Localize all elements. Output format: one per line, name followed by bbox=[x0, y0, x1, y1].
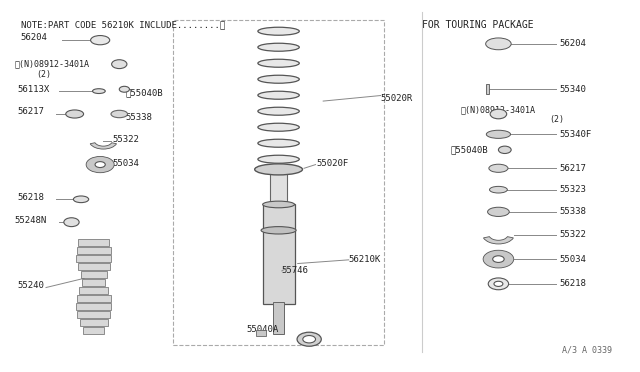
Bar bbox=[273, 302, 284, 334]
Text: 55338: 55338 bbox=[125, 113, 152, 122]
Wedge shape bbox=[483, 237, 513, 244]
Text: 55746: 55746 bbox=[282, 266, 308, 275]
Bar bbox=[270, 171, 287, 215]
Bar bbox=[76, 303, 111, 310]
Text: 56218: 56218 bbox=[17, 193, 44, 202]
Ellipse shape bbox=[262, 201, 294, 208]
Ellipse shape bbox=[486, 130, 511, 138]
Bar bbox=[83, 327, 104, 334]
Circle shape bbox=[303, 336, 316, 343]
Ellipse shape bbox=[258, 107, 300, 115]
Bar bbox=[81, 271, 107, 278]
Circle shape bbox=[119, 86, 129, 92]
Text: 55338: 55338 bbox=[559, 207, 586, 217]
Text: ※55040B: ※55040B bbox=[125, 89, 163, 97]
Circle shape bbox=[488, 278, 509, 290]
Text: 56218: 56218 bbox=[559, 279, 586, 288]
Circle shape bbox=[111, 60, 127, 68]
Text: (2): (2) bbox=[549, 115, 564, 125]
Ellipse shape bbox=[490, 186, 508, 193]
Text: 55040A: 55040A bbox=[246, 325, 279, 334]
Ellipse shape bbox=[258, 75, 300, 83]
Bar bbox=[76, 255, 111, 262]
Bar bbox=[77, 247, 111, 254]
Ellipse shape bbox=[255, 164, 303, 175]
Text: 56210K: 56210K bbox=[349, 255, 381, 264]
Circle shape bbox=[490, 109, 507, 119]
Bar bbox=[80, 319, 108, 326]
Bar bbox=[173, 20, 384, 345]
Ellipse shape bbox=[258, 43, 300, 51]
Ellipse shape bbox=[261, 227, 296, 234]
Ellipse shape bbox=[74, 196, 89, 203]
Text: A/3 A 0339: A/3 A 0339 bbox=[562, 345, 612, 354]
Text: (2): (2) bbox=[36, 70, 51, 79]
Ellipse shape bbox=[258, 27, 300, 35]
Circle shape bbox=[64, 218, 79, 227]
Ellipse shape bbox=[486, 38, 511, 50]
Ellipse shape bbox=[297, 332, 321, 346]
Circle shape bbox=[95, 161, 105, 167]
Text: FOR TOURING PACKAGE: FOR TOURING PACKAGE bbox=[422, 20, 534, 30]
Bar bbox=[77, 295, 111, 302]
Ellipse shape bbox=[258, 155, 300, 163]
Bar bbox=[83, 279, 106, 286]
Ellipse shape bbox=[488, 207, 509, 217]
Text: 55034: 55034 bbox=[559, 254, 586, 264]
Circle shape bbox=[86, 157, 114, 173]
Bar bbox=[486, 84, 489, 94]
Text: 56204: 56204 bbox=[559, 39, 586, 48]
Text: 56217: 56217 bbox=[559, 164, 586, 173]
Text: 55240: 55240 bbox=[17, 280, 44, 289]
Text: ※(N)08912-3401A: ※(N)08912-3401A bbox=[460, 105, 535, 114]
Text: 55248N: 55248N bbox=[14, 216, 46, 225]
Text: 55322: 55322 bbox=[113, 135, 140, 144]
Bar bbox=[262, 205, 294, 304]
Ellipse shape bbox=[258, 123, 300, 131]
Ellipse shape bbox=[93, 89, 105, 93]
Bar bbox=[78, 239, 109, 246]
Wedge shape bbox=[90, 143, 116, 149]
Text: 55323: 55323 bbox=[559, 185, 586, 194]
Ellipse shape bbox=[91, 36, 109, 45]
Ellipse shape bbox=[258, 59, 300, 67]
Text: 56217: 56217 bbox=[17, 107, 44, 116]
Text: 56113X: 56113X bbox=[17, 85, 49, 94]
Bar bbox=[77, 311, 110, 318]
Ellipse shape bbox=[111, 110, 127, 118]
Ellipse shape bbox=[258, 91, 300, 99]
Text: 56204: 56204 bbox=[20, 33, 47, 42]
Ellipse shape bbox=[66, 110, 84, 118]
Ellipse shape bbox=[258, 139, 300, 147]
Bar bbox=[79, 287, 109, 294]
Text: 55340F: 55340F bbox=[559, 130, 591, 139]
Bar bbox=[78, 263, 109, 270]
Text: 55020R: 55020R bbox=[381, 94, 413, 103]
Text: 55340: 55340 bbox=[559, 85, 586, 94]
Text: ※55040B: ※55040B bbox=[451, 146, 488, 155]
Circle shape bbox=[494, 281, 503, 286]
Text: 55034: 55034 bbox=[113, 159, 140, 168]
Text: NOTE:PART CODE 56210K INCLUDE........※: NOTE:PART CODE 56210K INCLUDE........※ bbox=[20, 20, 225, 29]
Ellipse shape bbox=[489, 164, 508, 172]
Text: 55322: 55322 bbox=[559, 230, 586, 239]
Circle shape bbox=[483, 250, 514, 268]
Text: ※(N)08912-3401A: ※(N)08912-3401A bbox=[14, 59, 89, 68]
Text: 55020F: 55020F bbox=[317, 159, 349, 168]
Circle shape bbox=[499, 146, 511, 154]
Circle shape bbox=[493, 256, 504, 262]
Bar bbox=[256, 330, 266, 336]
